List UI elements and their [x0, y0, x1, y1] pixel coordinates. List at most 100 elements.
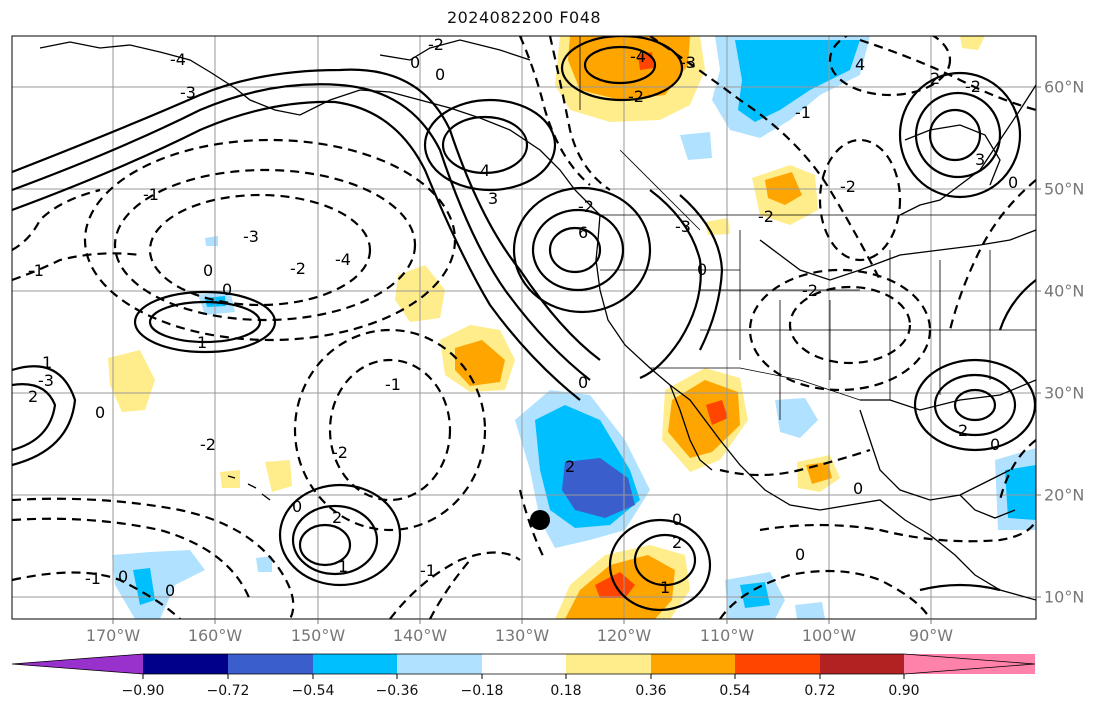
contour-label: -2 — [965, 77, 981, 96]
contour-label: 2 — [28, 387, 38, 406]
graticule — [12, 36, 1036, 619]
contour-label: 4 — [480, 161, 490, 180]
contour-label: 6 — [578, 223, 588, 242]
shading-red-baja — [706, 400, 728, 425]
shading-yellow-hawaii — [265, 460, 292, 492]
contour-label: -4 — [335, 250, 351, 269]
positive-contours — [12, 36, 1036, 612]
contour-label: -3 — [243, 227, 259, 246]
colorbar-swatch-1 — [143, 654, 228, 674]
shading-blue-s — [740, 582, 770, 608]
shading-lightblue-sw — [112, 550, 205, 619]
contour-label: 2 — [930, 69, 940, 88]
longitude-label: 170°W — [85, 626, 141, 645]
contour-label: -2 — [200, 435, 216, 454]
contour-label: 1 — [660, 578, 670, 597]
contour-label: -1 — [28, 261, 44, 280]
colorbar-swatch-7 — [651, 654, 735, 674]
latitude-label: 40°N — [1044, 281, 1085, 301]
longitude-label: 100°W — [801, 626, 857, 645]
negative-contours — [12, 36, 1036, 619]
longitude-label: 140°W — [392, 626, 448, 645]
contour-label: 1 — [197, 333, 207, 352]
contour-label: 0 — [165, 581, 175, 600]
colorbar-label: 0.18 — [550, 683, 582, 699]
contour-label: -1 — [143, 185, 159, 204]
contour-labels: -2 0 -4 -3 0 -4 -3 -2 4 -2 2 -1 4 3 6 -3… — [28, 36, 1018, 600]
contour-label: -1 — [385, 375, 401, 394]
shading-lightblue-canada2 — [680, 132, 712, 160]
shading-yellow-165w — [108, 350, 155, 412]
contour-label: 2 — [565, 457, 575, 476]
colorbar-swatch-8 — [735, 654, 820, 674]
contour-label: -2 — [802, 281, 818, 300]
black-dot — [530, 510, 550, 530]
contour-label: -2 — [332, 443, 348, 462]
shading-yellow-hawaii2 — [220, 470, 240, 488]
contour-label: -3 — [180, 83, 196, 102]
shaded-anomaly-regions — [108, 36, 1036, 619]
contour-label: -2 — [290, 259, 306, 278]
contour-label: 2 — [672, 533, 682, 552]
colorbar-swatch-3 — [313, 654, 397, 674]
colorbar-label: −0.18 — [460, 683, 504, 699]
colorbar-label: 0.36 — [635, 683, 667, 699]
shading-yellow-ne — [960, 36, 985, 50]
colorbar-swatch-5 — [482, 654, 566, 674]
latitude-label: 20°N — [1044, 485, 1085, 505]
colorbar-ticks — [142, 674, 905, 679]
shading-orange-north — [568, 36, 690, 100]
contour-label: 0 — [435, 65, 445, 84]
map-frame — [11, 35, 1037, 620]
longitude-label: 130°W — [494, 626, 550, 645]
contour-label: -1 — [795, 103, 811, 122]
shading-blue-e — [1005, 465, 1036, 520]
contour-label: 3 — [488, 189, 498, 208]
contour-label: -2 — [758, 207, 774, 226]
shading-lightblue-hawaii — [256, 556, 272, 572]
colorbar-label: −0.36 — [375, 683, 419, 699]
colorbar-label: 0.72 — [804, 683, 836, 699]
contour-label: 0 — [853, 479, 863, 498]
map-title: 2024082200 F048 — [446, 8, 602, 27]
latitude-label: 50°N — [1044, 179, 1085, 199]
latitude-label: 10°N — [1044, 587, 1085, 607]
shading-orange-135w — [455, 340, 505, 386]
colorbar-swatch-6 — [566, 654, 651, 674]
colorbar-label: 0.54 — [719, 683, 751, 699]
longitude-label: 110°W — [699, 626, 755, 645]
contour-label: 4 — [855, 55, 865, 74]
longitude-label: 120°W — [596, 626, 652, 645]
colorbar-label: −0.90 — [121, 683, 165, 699]
contour-label: 3 — [975, 150, 985, 169]
contour-label: 1 — [338, 557, 348, 576]
coastlines — [39, 39, 1036, 601]
axis-ticks — [112, 86, 1041, 624]
contour-label: -4 — [170, 50, 186, 69]
latitude-label: 60°N — [1044, 77, 1085, 97]
colorbar — [11, 653, 1036, 679]
contour-label: 0 — [95, 403, 105, 422]
contour-label: 0 — [990, 435, 1000, 454]
contour-label: 0 — [672, 510, 682, 529]
contour-label: 2 — [332, 508, 342, 527]
contour-label: -3 — [680, 53, 696, 72]
colorbar-swatch-9 — [820, 654, 904, 674]
contour-label: 0 — [118, 567, 128, 586]
longitude-label: 150°W — [290, 626, 346, 645]
colorbar-swatch-0 — [12, 654, 143, 674]
contour-label: -2 — [578, 197, 594, 216]
shading-lightblue-s2 — [795, 602, 825, 619]
colorbar-swatch-10 — [904, 654, 1035, 674]
contour-label: -4 — [630, 47, 646, 66]
latitude-label: 30°N — [1044, 383, 1085, 403]
longitude-label: 160°W — [187, 626, 243, 645]
contour-label: 0 — [203, 261, 213, 280]
contour-label: 0 — [795, 545, 805, 564]
contour-label: 0 — [292, 497, 302, 516]
contour-label: 0 — [222, 280, 232, 299]
contour-label: 2 — [958, 421, 968, 440]
contour-label: 0 — [410, 53, 420, 72]
contour-label: -2 — [628, 87, 644, 106]
